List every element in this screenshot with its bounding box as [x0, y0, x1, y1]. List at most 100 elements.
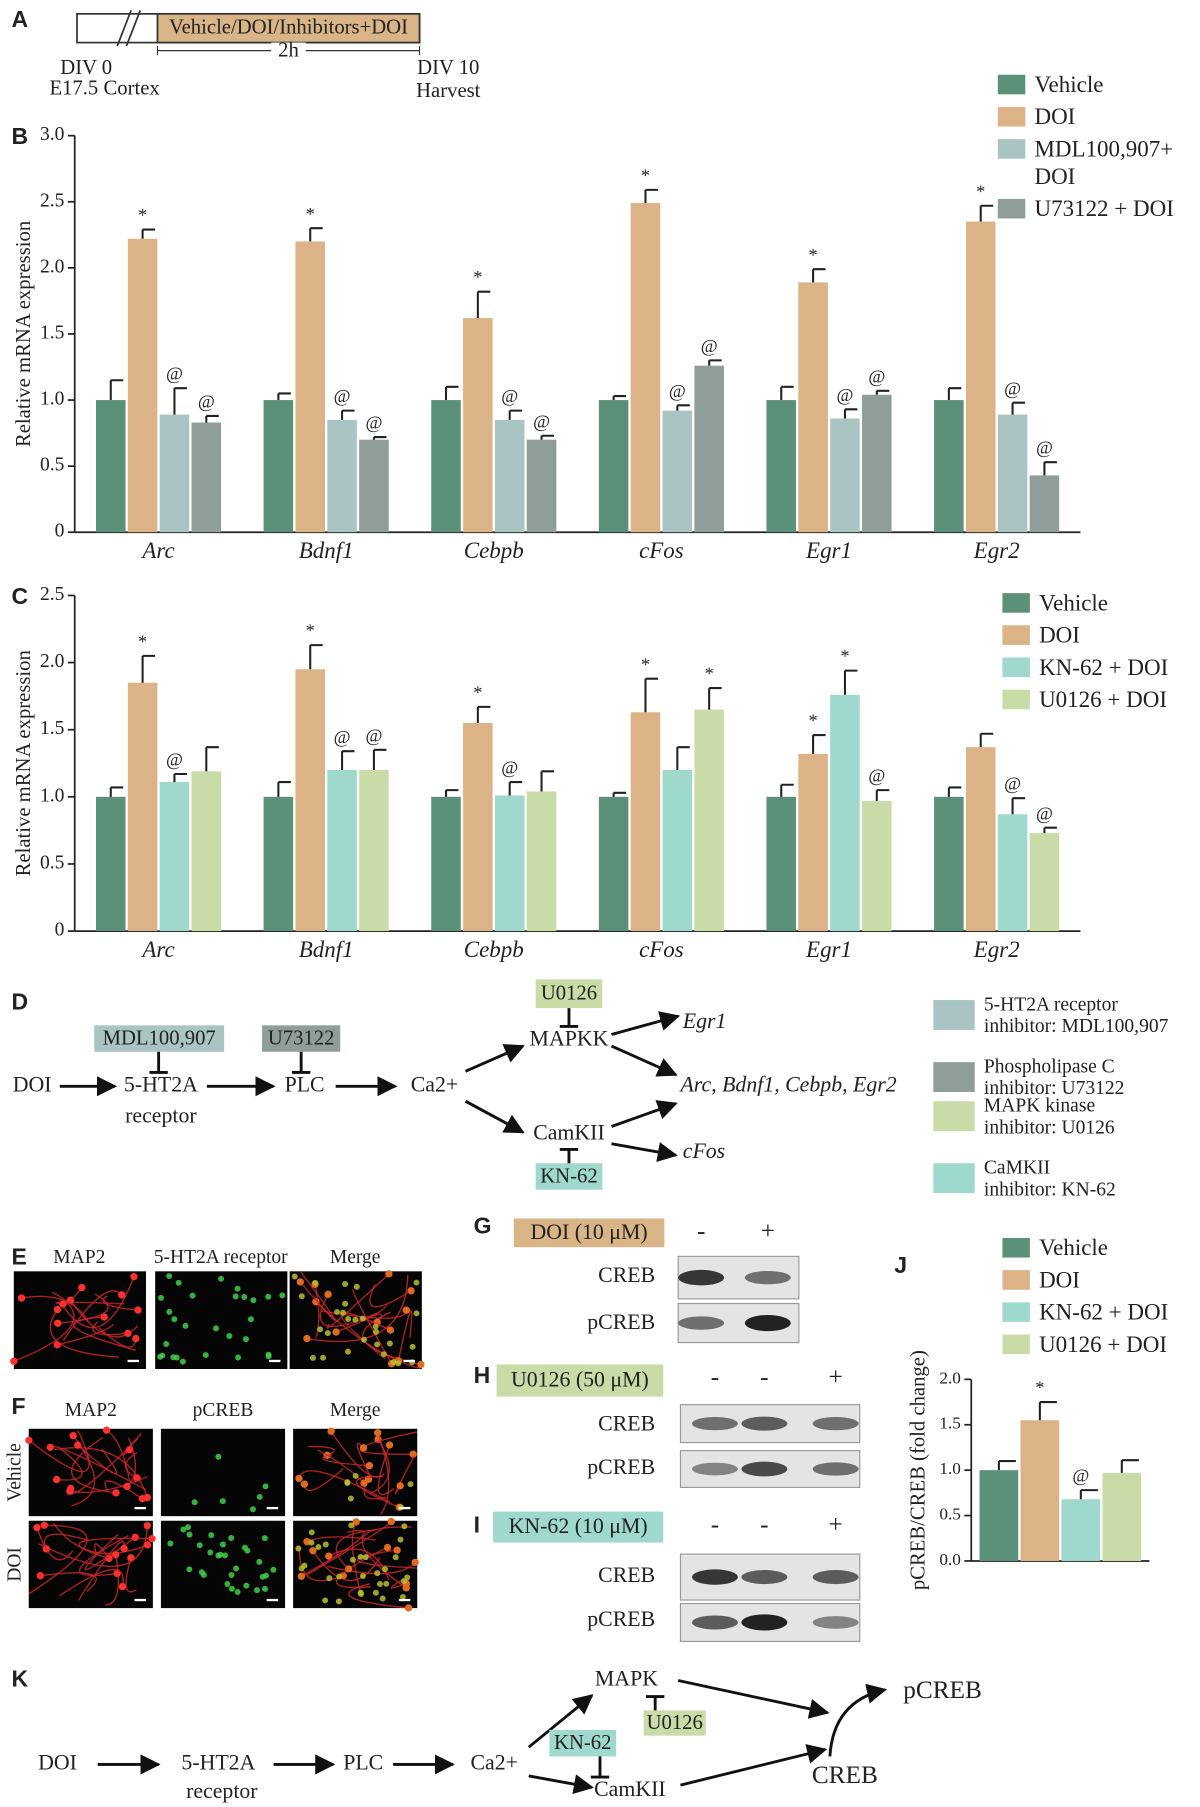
nucleus [335, 1598, 342, 1605]
bar [997, 814, 1028, 932]
micrograph [293, 1428, 418, 1517]
legend-item: U73122 + DOI [997, 195, 1196, 223]
legend-item: DOI [1002, 1267, 1200, 1295]
lane-label: - [697, 1217, 705, 1245]
error-bar [141, 654, 156, 683]
bar [463, 722, 493, 932]
soma [374, 1429, 382, 1437]
significance-marker: @ [365, 725, 382, 745]
nucleus [179, 1358, 186, 1365]
legend-label: DOI [1039, 623, 1080, 649]
nucleus [261, 1535, 268, 1542]
bar [431, 400, 461, 533]
legend-box: Vehicle DOI MDL100,907+ DOI U73122 + DOI [997, 71, 1196, 223]
node: MAPK [595, 1667, 658, 1691]
soma [296, 1278, 304, 1286]
neurite [330, 1430, 385, 1478]
soma [113, 1569, 121, 1578]
y-tick-label: 1.0 [40, 389, 65, 410]
band [812, 1416, 859, 1431]
soma [148, 1535, 156, 1543]
neurite [52, 1522, 148, 1555]
nucleus [348, 1522, 355, 1529]
soma [100, 1313, 108, 1321]
arrow [611, 1011, 681, 1036]
error-bar [1120, 1459, 1139, 1473]
significance-marker: * [840, 646, 849, 666]
soma [359, 1444, 368, 1452]
significance-marker: * [473, 267, 482, 287]
error-bar [997, 1460, 1016, 1471]
legend-swatch [997, 139, 1026, 159]
error-bar [372, 748, 387, 770]
nucleus [217, 1551, 224, 1558]
legend-item: DOI [997, 104, 1196, 132]
nucleus [353, 1283, 360, 1290]
arrow [610, 1044, 678, 1077]
legend-label: Vehicle [1039, 1235, 1109, 1261]
inhibitor-box [549, 1729, 617, 1757]
nucleus [219, 1541, 226, 1548]
legend-label: CaMKII [984, 1158, 1050, 1179]
significance-marker: @ [868, 366, 885, 386]
legend-swatch [1002, 625, 1030, 645]
soma [324, 1290, 332, 1299]
significance-marker: * [641, 165, 650, 185]
soma [134, 1306, 142, 1314]
x-tick-label: Arc [140, 538, 174, 563]
legend-item: Vehicle [1002, 590, 1200, 618]
nucleus [345, 1316, 352, 1323]
legend-swatch [1002, 689, 1030, 710]
error-bar [1011, 401, 1026, 415]
bracket-gap [271, 42, 306, 59]
nucleus [182, 1322, 189, 1329]
error-bar [476, 705, 491, 723]
neurite [94, 1543, 110, 1559]
soma [112, 1550, 120, 1559]
soma [132, 1334, 140, 1343]
legend-label: U73122 + DOI [1034, 196, 1174, 222]
inhibitor-label: KN-62 (10 μM) [509, 1514, 648, 1538]
arrow [464, 1099, 525, 1134]
significance-marker: @ [1004, 774, 1021, 794]
neurite [351, 1521, 362, 1593]
row-label: pCREB [587, 1455, 655, 1479]
legend-label: Vehicle [1039, 590, 1109, 617]
arrow [828, 1683, 888, 1757]
neurite [125, 1557, 137, 1593]
nucleus [383, 1580, 390, 1587]
legend-label: KN-62 + DOI [1039, 1300, 1169, 1326]
error-bar [947, 387, 962, 401]
nucleus [166, 1273, 173, 1280]
band [741, 1614, 788, 1631]
band [678, 1269, 725, 1286]
neurite [326, 1273, 390, 1329]
neurite [36, 1527, 74, 1561]
neurite [37, 1525, 148, 1567]
soma [404, 1604, 413, 1612]
bar [965, 747, 996, 932]
legend-label: inhibitor: U73122 [984, 1078, 1125, 1099]
significance-marker: @ [501, 386, 518, 406]
neurite [43, 1533, 89, 1550]
significance-marker: * [473, 682, 482, 702]
panel-letter: F [11, 1393, 25, 1419]
legend-swatch [1002, 1237, 1030, 1258]
nucleus [310, 1354, 316, 1361]
neurite [394, 1455, 415, 1495]
lane-label: - [760, 1363, 768, 1391]
bar [830, 418, 860, 533]
legend-swatch [997, 74, 1026, 95]
neurite [298, 1470, 391, 1503]
panel-letter: E [11, 1244, 26, 1270]
nucleus [320, 1354, 327, 1361]
row-label: CREB [598, 1563, 655, 1587]
neurite [78, 1537, 153, 1559]
error-bar [508, 781, 523, 796]
nucleus [222, 1552, 229, 1559]
y-tick-label: 0 [55, 521, 65, 542]
neurite [49, 1309, 119, 1358]
error-bar [875, 789, 890, 801]
legend-box: Vehicle DOI KN-62 + DOI U0126 + DOI [1002, 590, 1200, 714]
nucleus [308, 1539, 315, 1546]
